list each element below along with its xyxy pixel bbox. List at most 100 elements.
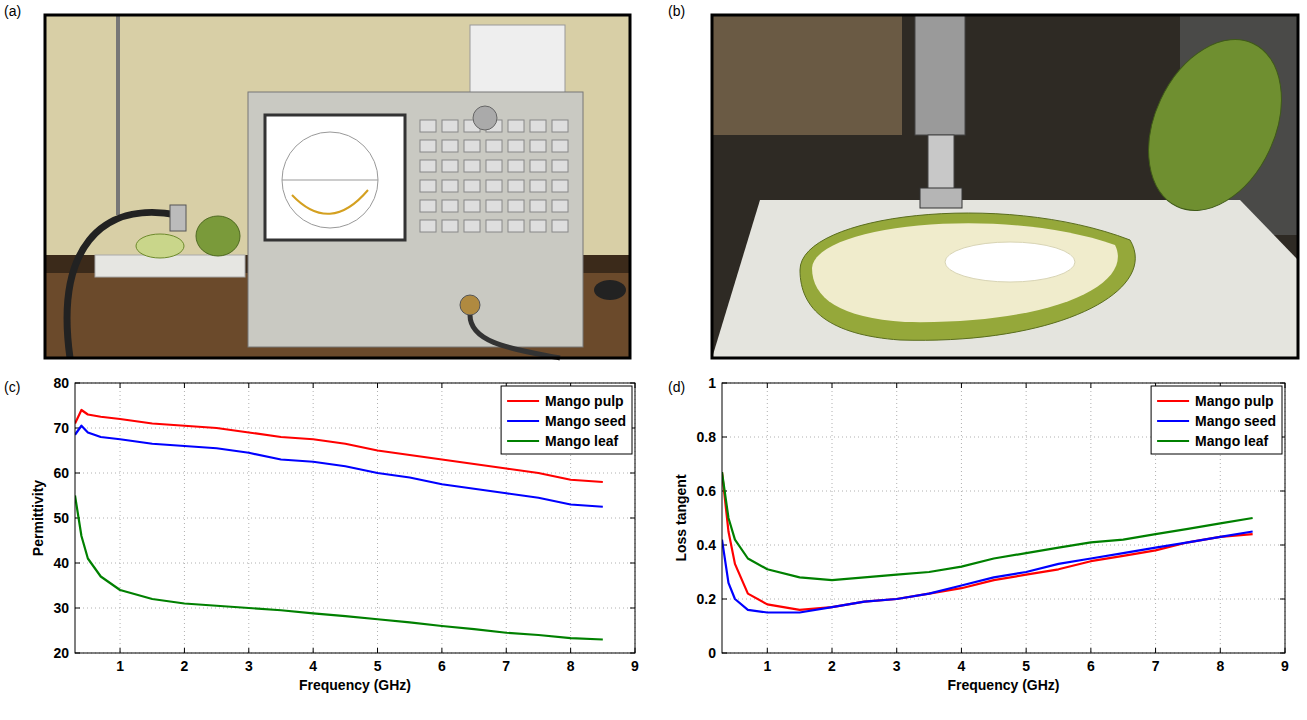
analyzer-screen — [265, 115, 405, 240]
y-axis-title: Loss tangent — [673, 474, 689, 561]
y-tick-label: 20 — [53, 645, 69, 661]
analyzer-key — [464, 180, 480, 192]
tick-mark — [75, 563, 80, 564]
probe-holder — [915, 15, 965, 135]
smith-trace — [292, 190, 368, 214]
grid-line — [248, 383, 249, 653]
analyzer-key — [508, 140, 524, 152]
tick-mark — [832, 648, 833, 653]
y-tick-label: 40 — [53, 555, 69, 571]
figure: (a)(b)(c)(d)12345678920304050607080Frequ… — [0, 0, 1307, 720]
tick-mark — [120, 648, 121, 653]
analyzer-key — [530, 140, 546, 152]
x-axis-title: Frequency (GHz) — [299, 677, 411, 693]
mouse — [594, 280, 626, 300]
plot-area — [722, 383, 1285, 653]
tick-mark — [1026, 383, 1027, 388]
series-line — [75, 496, 603, 640]
photo-frame — [45, 15, 630, 358]
tick-mark — [120, 383, 121, 388]
analyzer-key — [420, 160, 436, 172]
x-tick-label: 5 — [1022, 658, 1030, 674]
tick-mark — [722, 437, 727, 438]
analyzer-key — [442, 200, 458, 212]
series-line — [722, 472, 1253, 580]
stand-rod — [116, 15, 120, 215]
grid-line — [1090, 383, 1091, 653]
y-tick-label: 50 — [53, 510, 69, 526]
legend-box — [501, 386, 632, 454]
legend-swatch — [1157, 400, 1189, 402]
x-tick-label: 1 — [116, 658, 124, 674]
legend-swatch — [507, 420, 539, 422]
analyzer-key — [442, 160, 458, 172]
panel-label: (c) — [4, 379, 20, 395]
tick-mark — [570, 648, 571, 653]
sample-plate — [95, 255, 245, 277]
y-axis-title: Permittivity — [30, 480, 46, 556]
tick-mark — [896, 648, 897, 653]
probe — [170, 205, 186, 231]
analyzer-key — [508, 200, 524, 212]
mango — [196, 216, 240, 256]
analyzer-key — [530, 160, 546, 172]
grid-line — [75, 608, 635, 609]
analyzer-key — [486, 200, 502, 212]
series-line — [722, 532, 1253, 613]
analyzer-key — [552, 180, 568, 192]
x-tick-label: 1 — [763, 658, 771, 674]
analyzer-port — [460, 295, 480, 315]
analyzer-key — [486, 140, 502, 152]
grid-line — [722, 545, 1285, 546]
tick-mark — [506, 648, 507, 653]
port-cable — [470, 315, 560, 358]
grid-line — [832, 383, 833, 653]
analyzer-key — [486, 160, 502, 172]
analyzer-key — [530, 200, 546, 212]
legend: Mango pulpMango seedMango leaf — [501, 386, 632, 454]
x-tick-label: 6 — [438, 658, 446, 674]
analyzer-key — [552, 220, 568, 232]
tick-mark — [1280, 545, 1285, 546]
tick-mark — [630, 473, 635, 474]
plot-frame — [722, 383, 1285, 653]
analyzer-key — [552, 160, 568, 172]
analyzer-key — [508, 160, 524, 172]
grid-line — [184, 383, 185, 653]
x-tick-label: 8 — [1216, 658, 1224, 674]
analyzer-key — [442, 120, 458, 132]
legend-swatch — [507, 400, 539, 402]
y-tick-label: 0.8 — [697, 429, 717, 445]
analyzer-key — [442, 140, 458, 152]
panel-label: (a) — [4, 3, 21, 19]
photo-frame — [712, 15, 1298, 358]
mango-seed — [945, 242, 1075, 282]
y-tick-label: 1 — [708, 375, 716, 391]
y-tick-label: 0.6 — [697, 483, 717, 499]
tick-mark — [313, 648, 314, 653]
smith-axis — [282, 180, 378, 181]
y-tick-label: 80 — [53, 375, 69, 391]
legend: Mango pulpMango seedMango leaf — [1151, 386, 1282, 454]
tick-mark — [961, 383, 962, 388]
chart: 12345678920304050607080Frequency (GHz)Pe… — [30, 375, 639, 693]
analyzer-key — [530, 120, 546, 132]
legend-swatch — [1157, 420, 1189, 422]
tick-mark — [1090, 383, 1091, 388]
plot-frame — [75, 383, 635, 653]
back-bench — [712, 15, 902, 135]
legend-swatch — [1157, 440, 1189, 442]
grid-line — [896, 383, 897, 653]
tick-mark — [1155, 648, 1156, 653]
series-line — [722, 472, 1253, 610]
analyzer-key — [442, 180, 458, 192]
y-tick-label: 30 — [53, 600, 69, 616]
grid-line — [75, 563, 635, 564]
mango-pulp — [812, 223, 1118, 322]
x-tick-label: 7 — [1152, 658, 1160, 674]
plot-area — [75, 383, 635, 653]
tick-mark — [377, 648, 378, 653]
analyzer-key — [464, 160, 480, 172]
legend-label: Mango leaf — [1195, 433, 1268, 449]
panel-label: (b) — [668, 3, 685, 19]
